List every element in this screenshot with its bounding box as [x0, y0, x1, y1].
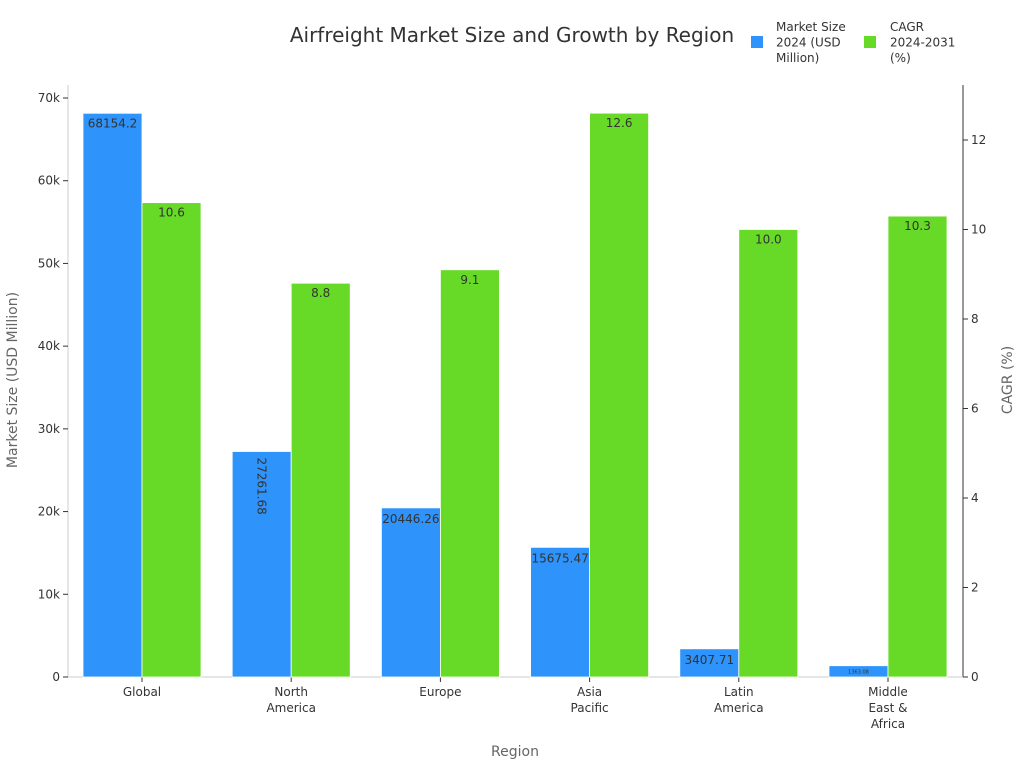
y-axis-right-title: CAGR (%) — [1000, 346, 1016, 414]
x-tick-label: Asia Pacific — [571, 685, 609, 715]
bar-cagr — [141, 202, 202, 678]
data-label-cagr: 9.1 — [460, 273, 479, 287]
x-tick-label: Global — [123, 685, 161, 699]
bar-market-size — [530, 546, 590, 678]
bar-cagr — [439, 269, 500, 678]
data-label-market-size: 27261.68 — [255, 458, 269, 515]
x-tick-label: Middle East & Africa — [868, 685, 908, 731]
x-axis-title: Region — [491, 744, 539, 760]
x-tick-label: Latin America — [714, 685, 764, 715]
y-right-tick-label: 8 — [971, 312, 979, 326]
data-label-cagr: 10.6 — [158, 206, 185, 220]
legend-label: CAGR 2024-2031 (%) — [890, 20, 955, 65]
bar-cagr — [290, 282, 351, 678]
bar-cagr — [738, 229, 799, 678]
bar-cagr — [887, 215, 948, 678]
y-left-tick-label: 70k — [38, 91, 60, 105]
axes: 0 10k 20k 30k 40k 50k 60k 70k 0 2 4 6 8 10 12 Global Nor… — [38, 85, 986, 731]
bar-market-size — [82, 112, 143, 678]
legend-swatch — [751, 36, 763, 48]
data-label-market-size: 68154.2 — [88, 116, 138, 130]
data-label-market-size: 15675.47 — [531, 551, 588, 565]
y-left-tick-label: 10k — [38, 587, 60, 601]
data-label-market-size: 20446.26 — [382, 512, 439, 526]
y-right-tick-label: 6 — [971, 402, 979, 416]
data-label-cagr: 8.8 — [311, 286, 330, 300]
x-tick-label: Europe — [419, 685, 461, 699]
bar-market-size — [231, 451, 292, 678]
x-tick-label: North America — [266, 685, 316, 715]
y-right-tick-label: 4 — [971, 491, 979, 505]
data-label-market-size: 3407.71 — [684, 653, 734, 667]
data-label-cagr: 10.3 — [904, 219, 931, 233]
y-axis-left-title: Market Size (USD Million) — [5, 292, 21, 468]
bar-market-size — [679, 648, 740, 678]
y-left-tick-label: 0 — [52, 670, 60, 684]
data-label-cagr: 12.6 — [606, 116, 633, 130]
legend: Market Size 2024 (USD Million) CAGR 2024-203… — [751, 20, 955, 65]
y-right-tick-label: 0 — [971, 670, 979, 684]
bar-market-size — [380, 507, 441, 678]
y-left-tick-label: 30k — [38, 422, 60, 436]
y-right-tick-label: 12 — [971, 133, 986, 147]
y-right-tick-label: 2 — [971, 581, 979, 595]
y-left-tick-label: 40k — [38, 339, 60, 353]
data-label-market-size: 1363.08 — [848, 670, 869, 676]
bar-cagr — [589, 112, 649, 678]
data-label-cagr: 10.0 — [755, 233, 782, 247]
y-left-tick-label: 50k — [38, 256, 60, 270]
data-labels: 68154.2 10.6 27261.68 8.8 20446.26 9.1 15675.4… — [88, 116, 931, 676]
y-left-tick-label: 20k — [38, 505, 60, 519]
y-right-tick-label: 10 — [971, 223, 986, 237]
chart-title: Airfreight Market Size and Growth by Reg… — [290, 23, 734, 47]
legend-label: Market Size 2024 (USD Million) — [776, 20, 846, 65]
bars — [82, 112, 948, 678]
legend-swatch — [864, 36, 876, 48]
y-left-tick-label: 60k — [38, 174, 60, 188]
